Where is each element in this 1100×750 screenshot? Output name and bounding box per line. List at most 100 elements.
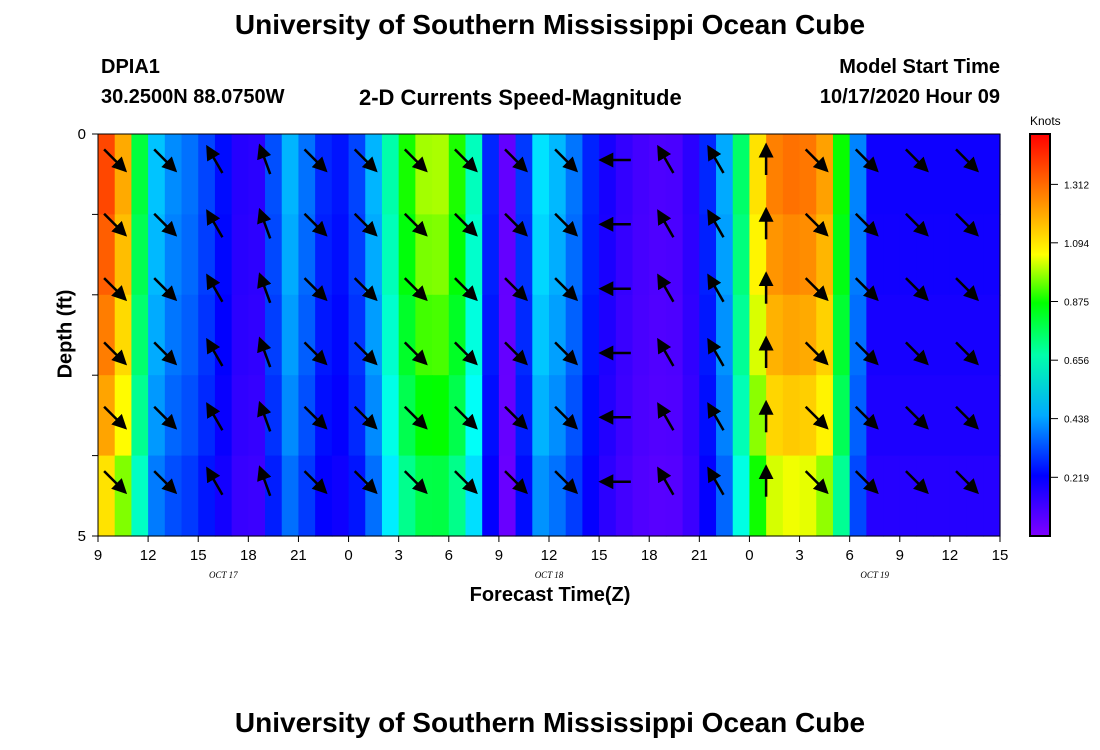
model-start-label: Model Start Time	[839, 56, 1000, 78]
heatmap-cell	[983, 214, 1001, 296]
heatmap-cell	[515, 455, 533, 537]
heatmap-cell	[749, 214, 767, 296]
heatmap-cell	[565, 134, 583, 215]
heatmap-cell	[632, 294, 650, 376]
x-tick-label: 6	[845, 547, 853, 564]
heatmap-cell	[949, 375, 968, 457]
colorbar-tick-label: 0.656	[1064, 356, 1089, 367]
current-arrow	[804, 212, 829, 237]
heatmap-cell	[515, 134, 533, 215]
heatmap-cell	[281, 134, 300, 215]
heatmap-cell	[331, 134, 350, 215]
heatmap-cell	[181, 214, 199, 296]
heatmap-cell	[599, 134, 617, 215]
heatmap-cell	[615, 455, 634, 537]
heatmap-cell	[532, 455, 550, 537]
heatmap-cell	[682, 455, 700, 537]
current-arrow	[854, 148, 879, 173]
x-tick-label: 15	[190, 547, 207, 564]
heatmap-cell	[148, 214, 166, 296]
heatmap-cell	[799, 134, 817, 215]
colorbar-title: Knots	[1030, 114, 1061, 128]
current-arrow	[554, 277, 579, 302]
current-arrow	[504, 341, 528, 366]
x-tick-label: 18	[240, 547, 257, 564]
heatmap-cell	[432, 294, 450, 376]
heatmap-cell	[883, 375, 901, 457]
heatmap-cell	[281, 375, 300, 457]
heatmap-cell	[749, 455, 767, 537]
heatmap-cell	[532, 214, 550, 296]
heatmap-cell	[98, 214, 116, 296]
heatmap-cell	[398, 375, 416, 457]
heatmap-cell	[933, 455, 951, 537]
heatmap-cell	[348, 375, 366, 457]
heatmap-cell	[148, 375, 166, 457]
heatmap-cell	[933, 134, 951, 215]
current-arrow	[353, 405, 378, 430]
heatmap-cell	[381, 294, 400, 376]
current-arrow	[454, 277, 478, 302]
heatmap-cell	[482, 134, 500, 215]
current-arrow	[905, 470, 929, 495]
y-tick-label: 0	[78, 126, 86, 143]
heatmap-cell	[231, 134, 249, 215]
heatmap-cell	[265, 214, 283, 296]
heatmap-cell	[899, 294, 918, 376]
heatmap-cell	[298, 134, 316, 215]
current-arrow	[804, 277, 829, 302]
current-arrow	[454, 470, 478, 495]
heatmap-cell	[732, 455, 751, 537]
current-arrow	[657, 209, 675, 238]
heatmap-cell	[866, 455, 884, 537]
heatmap-cell	[966, 455, 984, 537]
heatmap-cell	[716, 375, 734, 457]
current-arrow	[905, 405, 929, 430]
heatmap-cell	[164, 294, 183, 376]
current-arrow	[403, 470, 428, 495]
heatmap-cell	[298, 214, 316, 296]
heatmap-cell	[381, 214, 400, 296]
current-arrow	[804, 405, 829, 430]
heatmap-cell	[198, 134, 216, 215]
heatmap-cell	[682, 214, 700, 296]
heatmap-cell	[315, 375, 333, 457]
heatmap-cell	[716, 455, 734, 537]
heatmap-cell	[766, 375, 784, 457]
heatmap-cell	[749, 375, 767, 457]
chart-title: University of Southern Mississippi Ocean…	[234, 9, 866, 40]
heatmap-cell	[231, 294, 249, 376]
heatmap-cell	[98, 455, 116, 537]
heatmap-cell	[782, 455, 801, 537]
heatmap-cell	[415, 134, 433, 215]
x-tick-label: 12	[942, 547, 959, 564]
heatmap-cell	[682, 375, 700, 457]
heatmap-cell	[398, 134, 416, 215]
heatmap-cell	[114, 375, 132, 457]
heatmap-cell	[916, 294, 934, 376]
heatmap-cell	[933, 214, 951, 296]
heatmap-cell	[766, 214, 784, 296]
current-arrow	[854, 277, 879, 302]
current-arrow	[804, 148, 829, 173]
heatmap-cell	[98, 294, 116, 376]
heatmap-cell	[832, 375, 851, 457]
heatmap-cell	[348, 214, 366, 296]
heatmap-cell	[966, 375, 984, 457]
current-arrow	[707, 466, 725, 496]
colorbar-tick-label: 1.312	[1064, 180, 1089, 191]
current-arrow	[206, 209, 224, 238]
x-tick-label: 0	[745, 547, 753, 564]
heatmap-cell	[983, 134, 1001, 215]
heatmap-cell	[632, 455, 650, 537]
current-arrow	[554, 341, 579, 366]
x-tick-label: 9	[495, 547, 503, 564]
heatmap-cell	[214, 134, 233, 215]
current-arrow	[403, 277, 428, 302]
heatmap-cell	[365, 134, 383, 215]
heatmap-cell	[465, 455, 483, 537]
heatmap-cell	[682, 134, 700, 215]
heatmap-cell	[699, 134, 717, 215]
heatmap-cell	[716, 294, 734, 376]
heatmap-cell	[198, 455, 216, 537]
